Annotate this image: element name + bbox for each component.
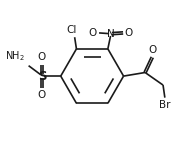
Text: O: O xyxy=(38,90,46,100)
Text: O: O xyxy=(38,52,46,62)
Text: Br: Br xyxy=(159,100,171,110)
Text: O: O xyxy=(149,45,157,55)
Text: Cl: Cl xyxy=(67,25,77,35)
Text: NH$_2$: NH$_2$ xyxy=(5,49,25,63)
Text: S: S xyxy=(38,70,46,83)
Text: N: N xyxy=(107,29,114,39)
Text: O: O xyxy=(89,28,97,38)
Text: O: O xyxy=(124,28,132,38)
